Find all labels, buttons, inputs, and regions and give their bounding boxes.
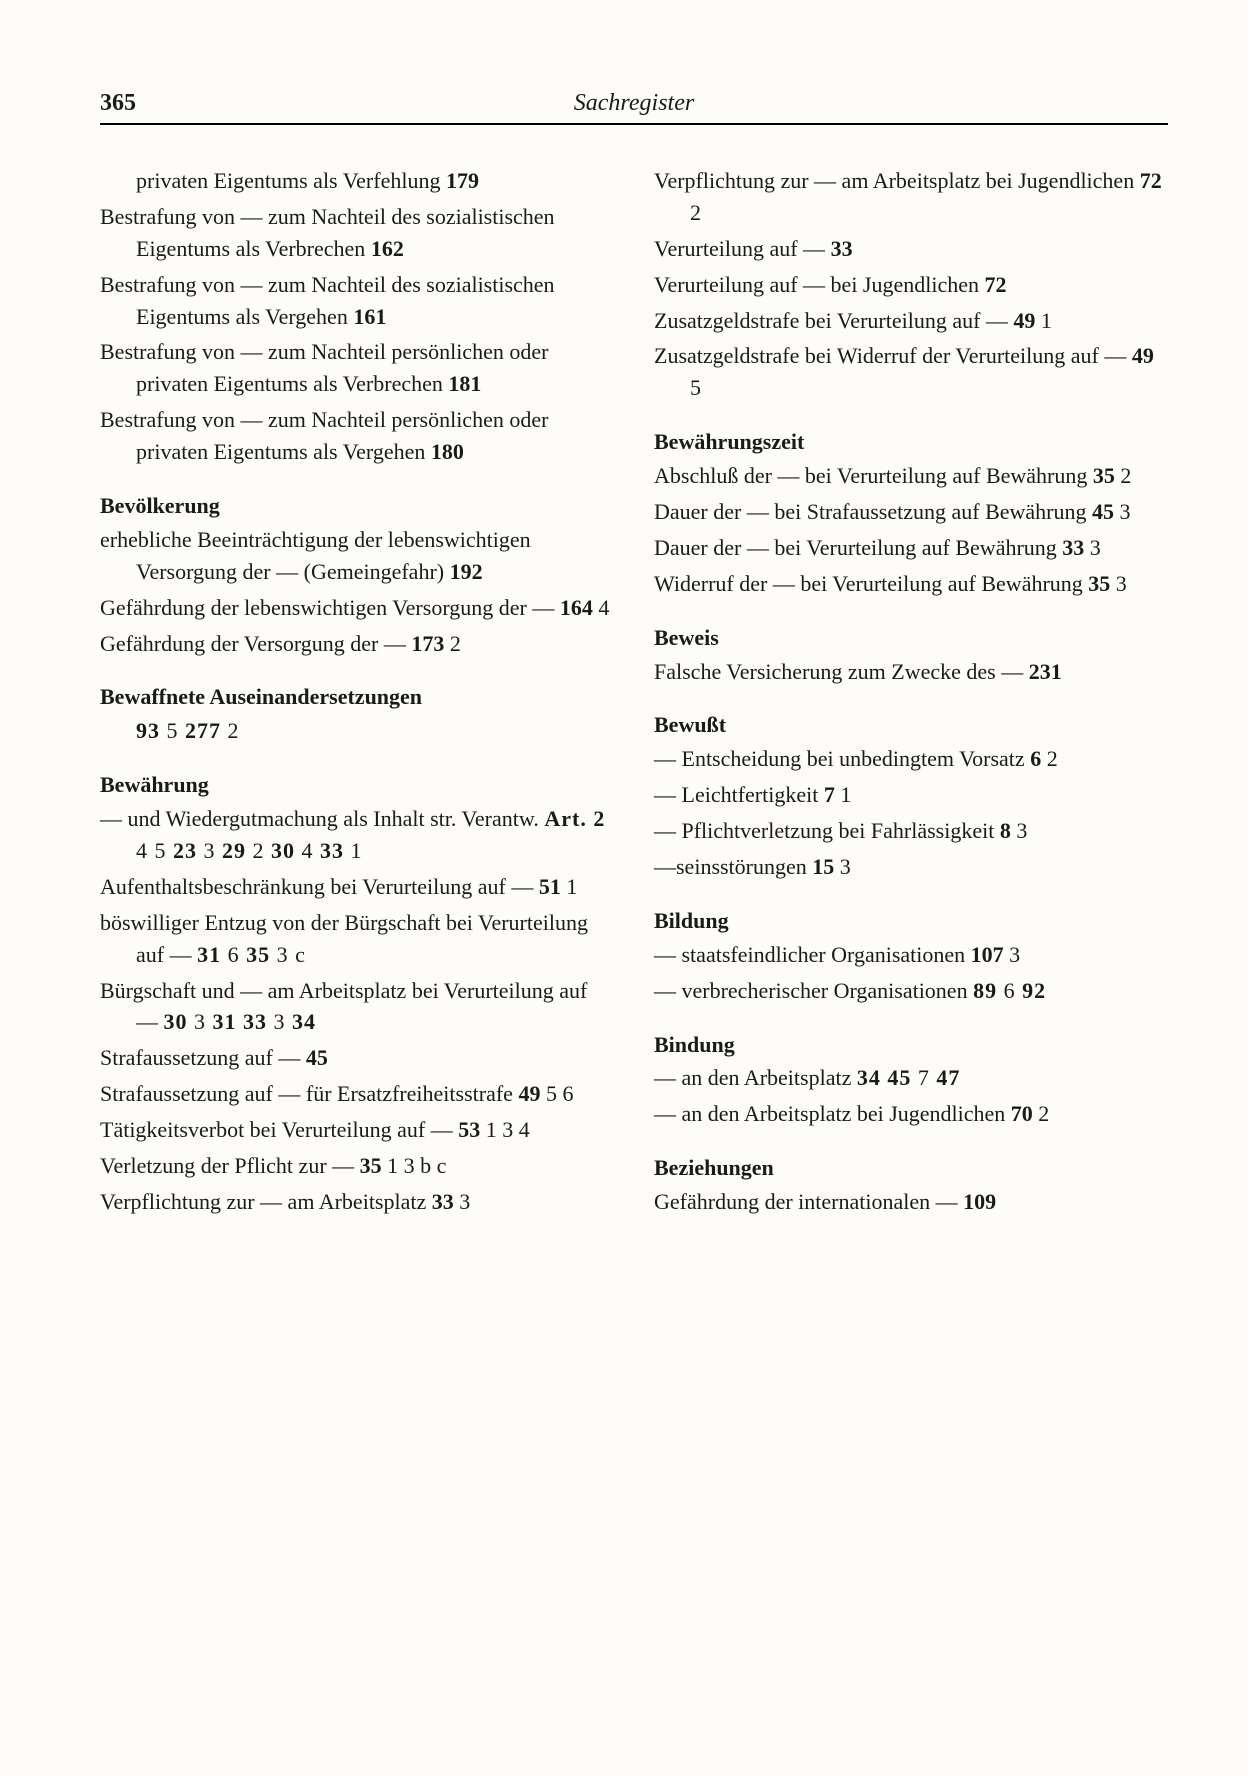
index-entry: Bestrafung von — zum Nachteil persönlich… — [100, 404, 614, 468]
index-entry: Zusatzgeldstrafe bei Widerruf der Verurt… — [654, 340, 1168, 404]
index-entry: Zusatzgeldstrafe bei Verurteilung auf — … — [654, 305, 1168, 337]
index-heading: Bewaffnete Auseinandersetzungen — [100, 681, 614, 713]
page: 365 Sachregister privaten Eigentums als … — [0, 0, 1248, 1776]
index-entry: — und Wiedergutmachung als Inhalt str. V… — [100, 803, 614, 867]
index-entry: Dauer der — bei Verurteilung auf Bewähru… — [654, 532, 1168, 564]
index-entry: Bestrafung von — zum Nachteil des sozial… — [100, 201, 614, 265]
header-title: Sachregister — [340, 90, 1168, 117]
index-entry: Falsche Versicherung zum Zwecke des — 23… — [654, 656, 1168, 688]
index-entry: Strafaussetzung auf — für Ersatzfreiheit… — [100, 1078, 614, 1110]
index-entry: privaten Eigentums als Verfehlung 179 — [100, 165, 614, 197]
index-entry: Gefährdung der internationalen — 109 — [654, 1186, 1168, 1218]
index-entry: Widerruf der — bei Verurteilung auf Bewä… — [654, 568, 1168, 600]
index-heading: Bewußt — [654, 709, 1168, 741]
index-heading: Beziehungen — [654, 1152, 1168, 1184]
index-entry: Tätigkeitsverbot bei Verurteilung auf — … — [100, 1114, 614, 1146]
index-entry: — Entscheidung bei unbedingtem Vorsatz 6… — [654, 743, 1168, 775]
index-entry: —seinsstörungen 15 3 — [654, 851, 1168, 883]
index-heading: Beweis — [654, 622, 1168, 654]
index-entry: — verbrecherischer Organisationen 89 6 9… — [654, 975, 1168, 1007]
index-heading: Bewährung — [100, 769, 614, 801]
index-entry: Verpflichtung zur — am Arbeitsplatz bei … — [654, 165, 1168, 229]
index-entry: — an den Arbeitsplatz bei Jugendlichen 7… — [654, 1098, 1168, 1130]
index-entry: Gefährdung der lebenswichtigen Versorgun… — [100, 592, 614, 624]
index-entry: Abschluß der — bei Verurteilung auf Bewä… — [654, 460, 1168, 492]
index-heading: Bevölkerung — [100, 490, 614, 522]
index-entry: — Pflichtverletzung bei Fahrlässigkeit 8… — [654, 815, 1168, 847]
index-entry: Verpflichtung zur — am Arbeitsplatz 33 3 — [100, 1186, 614, 1218]
index-entry: Verurteilung auf — 33 — [654, 233, 1168, 265]
index-entry: — staatsfeindlicher Organisationen 107 3 — [654, 939, 1168, 971]
index-entry: Bestrafung von — zum Nachteil persönlich… — [100, 336, 614, 400]
page-header: 365 Sachregister — [100, 90, 1168, 125]
index-heading: Bewährungszeit — [654, 426, 1168, 458]
index-entry: — Leichtfertigkeit 7 1 — [654, 779, 1168, 811]
index-entry: Bürgschaft und — am Arbeitsplatz bei Ver… — [100, 975, 614, 1039]
index-heading: Bildung — [654, 905, 1168, 937]
index-entry: Gefährdung der Versorgung der — 173 2 — [100, 628, 614, 660]
index-entry: Dauer der — bei Strafaussetzung auf Bewä… — [654, 496, 1168, 528]
index-entry: Bestrafung von — zum Nachteil des sozial… — [100, 269, 614, 333]
right-column: Verpflichtung zur — am Arbeitsplatz bei … — [654, 165, 1168, 1222]
index-entry: Aufenthaltsbeschränkung bei Verurteilung… — [100, 871, 614, 903]
index-entry: Verletzung der Pflicht zur — 35 1 3 b c — [100, 1150, 614, 1182]
index-entry: Strafaussetzung auf — 45 — [100, 1042, 614, 1074]
left-column: privaten Eigentums als Verfehlung 179 Bes… — [100, 165, 614, 1222]
index-entry: Verurteilung auf — bei Jugendlichen 72 — [654, 269, 1168, 301]
index-entry: 93 5 277 2 — [100, 715, 614, 747]
index-entry: erhebliche Beeinträchtigung der lebenswi… — [100, 524, 614, 588]
index-entry: böswilliger Entzug von der Bürgschaft be… — [100, 907, 614, 971]
index-entry: — an den Arbeitsplatz 34 45 7 47 — [654, 1062, 1168, 1094]
page-number: 365 — [100, 90, 340, 117]
content-columns: privaten Eigentums als Verfehlung 179 Bes… — [100, 165, 1168, 1222]
index-heading: Bindung — [654, 1029, 1168, 1061]
